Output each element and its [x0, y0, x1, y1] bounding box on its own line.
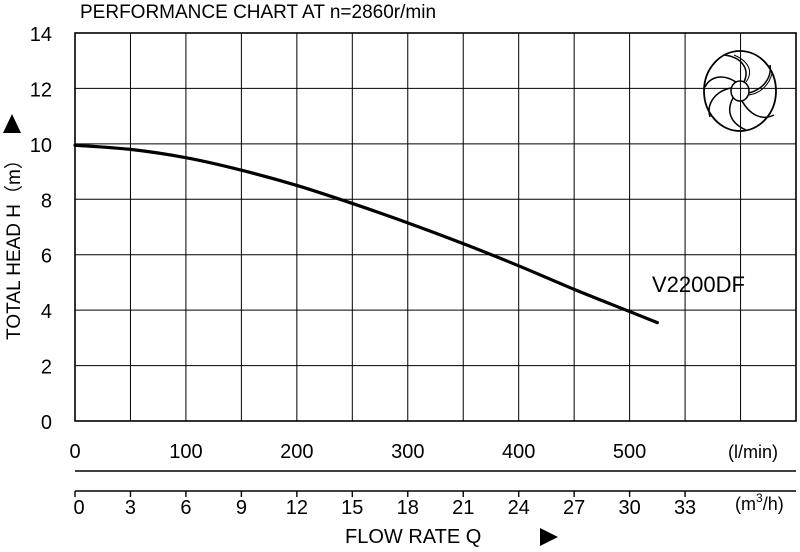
y-axis-label: TOTAL HEAD H（m） — [3, 150, 25, 340]
plot-frame — [74, 32, 797, 422]
x-axis-lmin: 0 100 200 300 400 500 — [69, 441, 796, 472]
x-tick-label-lmin: 400 — [502, 441, 535, 463]
x-tick-label-m3h: 27 — [563, 497, 585, 519]
y-tick-label: 8 — [41, 190, 52, 212]
x-tick-label-lmin: 200 — [280, 441, 313, 463]
y-tick-label: 14 — [30, 24, 52, 46]
y-tick-label: 12 — [30, 79, 52, 101]
x-unit-lmin: (l/min) — [728, 442, 778, 462]
y-tick-labels: 0 2 4 6 8 10 12 14 — [30, 24, 52, 434]
x-tick-label-m3h: 6 — [180, 497, 191, 519]
x-tick-label-lmin: 0 — [69, 441, 80, 463]
grid — [74, 32, 797, 422]
x-unit-m3h: (m3/h) — [735, 491, 784, 514]
y-tick-label: 4 — [41, 301, 52, 323]
x-tick-label-m3h: 3 — [125, 497, 136, 519]
y-axis-arrow-icon — [3, 114, 21, 133]
y-tick-label: 2 — [41, 357, 52, 379]
x-axis-arrow-icon — [540, 528, 558, 546]
x-unit-m3h-suffix: /h) — [763, 494, 784, 514]
chart-title: PERFORMANCE CHART AT n=2860r/min — [80, 2, 436, 23]
y-tick-label: 0 — [41, 412, 52, 434]
x-tick-label-m3h: 15 — [341, 497, 363, 519]
x-tick-label-m3h: 33 — [674, 497, 696, 519]
x-tick-label-m3h: 30 — [618, 497, 640, 519]
x-tick-label-m3h: 24 — [508, 497, 530, 519]
series-line-v2200df — [73, 143, 659, 325]
x-tick-label-m3h: 0 — [73, 497, 84, 519]
x-tick-label-m3h: 12 — [286, 497, 308, 519]
impeller-icon — [703, 50, 777, 132]
x-tick-label-lmin: 300 — [391, 441, 424, 463]
x-tick-label-m3h: 9 — [236, 497, 247, 519]
series-label-v2200df: V2200DF — [652, 272, 745, 297]
x-axis-m3h: 0 3 6 9 12 15 18 21 24 27 30 33 — [73, 490, 796, 519]
x-unit-m3h-sup: 3 — [756, 491, 763, 505]
y-tick-label: 6 — [41, 246, 52, 268]
x-tick-label-m3h: 18 — [397, 497, 419, 519]
x-tick-label-lmin: 500 — [613, 441, 646, 463]
x-tick-label-m3h: 21 — [452, 497, 474, 519]
x-unit-m3h-prefix: (m — [735, 494, 756, 514]
x-axis-label: FLOW RATE Q — [345, 526, 481, 547]
y-tick-label: 10 — [30, 135, 52, 157]
x-tick-label-lmin: 100 — [169, 441, 202, 463]
